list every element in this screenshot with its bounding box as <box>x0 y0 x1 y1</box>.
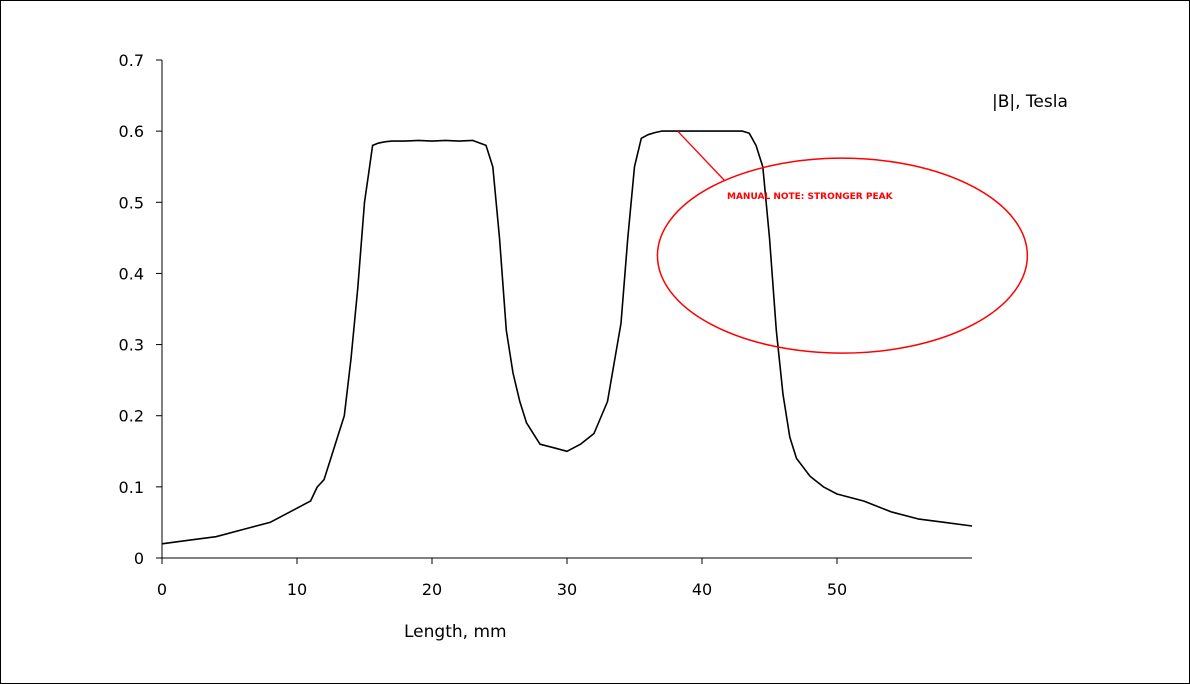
y-tick-label: 0.7 <box>119 51 144 70</box>
x-tick-label: 30 <box>557 580 577 599</box>
x-axis-title: Length, mm <box>404 622 507 642</box>
x-tick-label: 0 <box>157 580 167 599</box>
annotation-pointer <box>677 130 726 182</box>
x-tick-label: 50 <box>827 580 847 599</box>
annotation-text: MANUAL NOTE: STRONGER PEAK <box>727 192 894 202</box>
y-tick-label: 0.4 <box>119 264 144 283</box>
y-tick-label: 0.3 <box>119 336 144 355</box>
x-tick-label: 40 <box>692 580 712 599</box>
x-tick-label: 10 <box>287 580 307 599</box>
y-axis: 0 0.1 0.2 0.3 0.4 0.5 0.6 0.7 <box>119 51 163 568</box>
y-tick-label: 0.6 <box>119 122 144 141</box>
y-tick-label: 0.1 <box>119 478 144 497</box>
y-axis-title: |B|, Tesla <box>992 92 1068 112</box>
y-tick-label: 0.5 <box>119 193 144 212</box>
x-axis: 0 10 20 30 40 50 <box>157 557 972 599</box>
y-tick-label: 0.2 <box>119 407 144 426</box>
annotation-layer: MANUAL NOTE: STRONGER PEAK <box>656 130 1029 354</box>
x-tick-label: 20 <box>422 580 442 599</box>
annotation-ellipse <box>656 157 1029 354</box>
series-layer <box>161 130 973 545</box>
y-tick-label: 0 <box>134 549 144 568</box>
series-line-0 <box>161 130 973 545</box>
